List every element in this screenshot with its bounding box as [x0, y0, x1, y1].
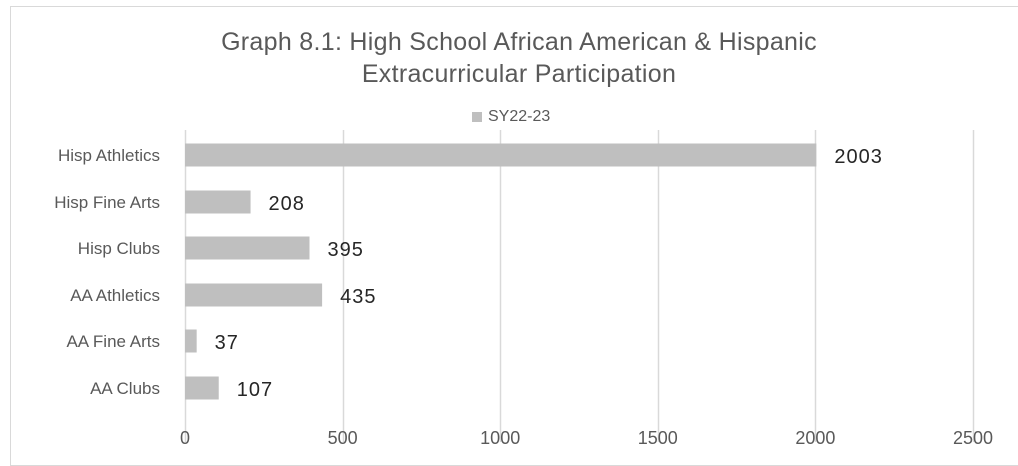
x-tick-label: 2000 — [795, 428, 835, 447]
bar — [185, 283, 323, 307]
bar — [185, 376, 219, 400]
category-label: AA Fine Arts — [66, 332, 160, 351]
bar — [185, 190, 251, 214]
category-label: AA Athletics — [70, 286, 160, 305]
x-tick-label: 500 — [328, 428, 358, 447]
legend-swatch — [472, 112, 482, 122]
legend-label: SY22-23 — [488, 108, 551, 125]
category-label: Hisp Clubs — [78, 239, 160, 258]
chart-legend: SY22-23 — [472, 108, 550, 126]
data-label: 37 — [215, 332, 239, 354]
bar — [185, 329, 197, 353]
chart-title-line-1: Graph 8.1: High School African American … — [221, 28, 817, 56]
bar — [185, 236, 310, 260]
category-label: Hisp Fine Arts — [54, 193, 160, 212]
data-label: 395 — [328, 239, 364, 261]
x-tick-label: 0 — [180, 428, 190, 447]
data-label: 107 — [237, 379, 273, 401]
data-label: 208 — [269, 193, 305, 215]
chart-title-line-2: Extracurricular Participation — [361, 60, 677, 88]
bar-chart-plot: 0 500 1000 1500 2000 2500 Hisp Athletics 2003 Hi… — [54, 130, 993, 447]
data-label: 435 — [340, 286, 376, 308]
category-label: AA Clubs — [90, 379, 160, 398]
chart-title: Graph 8.1: High School African American … — [0, 26, 1018, 90]
bar — [185, 143, 817, 167]
x-tick-label: 1500 — [638, 428, 678, 447]
category-label: Hisp Athletics — [58, 146, 160, 165]
data-label: 2003 — [834, 146, 883, 168]
x-tick-label: 2500 — [953, 428, 993, 447]
x-tick-label: 1000 — [480, 428, 520, 447]
